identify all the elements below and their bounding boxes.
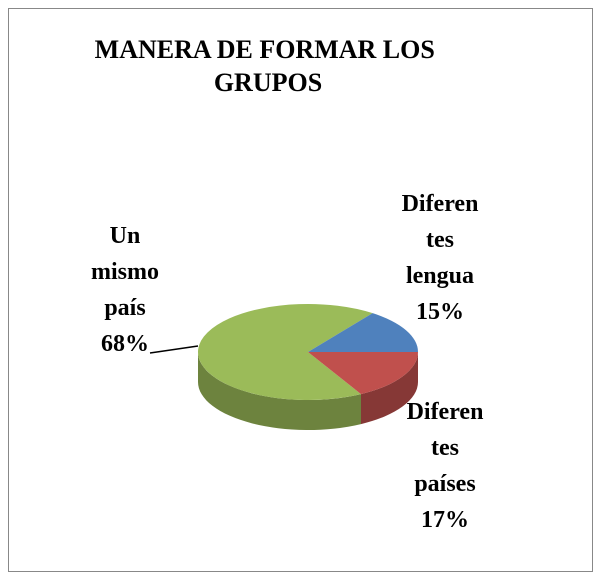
pie-slice (198, 304, 373, 400)
label-box: Diferentes lengua 15% (370, 186, 510, 330)
title-line: MANERA DE FORMAR LOS (95, 35, 435, 64)
data-label: Un mismo país 68% (55, 218, 195, 362)
pie-slice (308, 313, 418, 352)
pie-side (360, 352, 418, 425)
title-line: GRUPOS (214, 68, 322, 97)
data-label: Diferentes países 17% (375, 394, 515, 538)
value-label: 17% (421, 507, 469, 533)
chart-title: MANERA DE FORMAR LOS GRUPOS (95, 35, 442, 97)
label-box: Diferentes países 17% (375, 394, 515, 538)
category-label: Un mismo país (91, 223, 159, 321)
data-label: Diferentes lengua 15% (370, 186, 510, 330)
category-label: Diferentes países (406, 399, 484, 497)
label-box: Un mismo país 68% (55, 218, 195, 362)
category-label: Diferentes lengua (401, 191, 479, 289)
pie-slice (308, 352, 418, 395)
pie-side (198, 352, 361, 431)
chart-frame (8, 8, 593, 572)
leader-line (149, 345, 199, 354)
value-label: 15% (416, 299, 464, 325)
value-label: 68% (101, 331, 149, 357)
